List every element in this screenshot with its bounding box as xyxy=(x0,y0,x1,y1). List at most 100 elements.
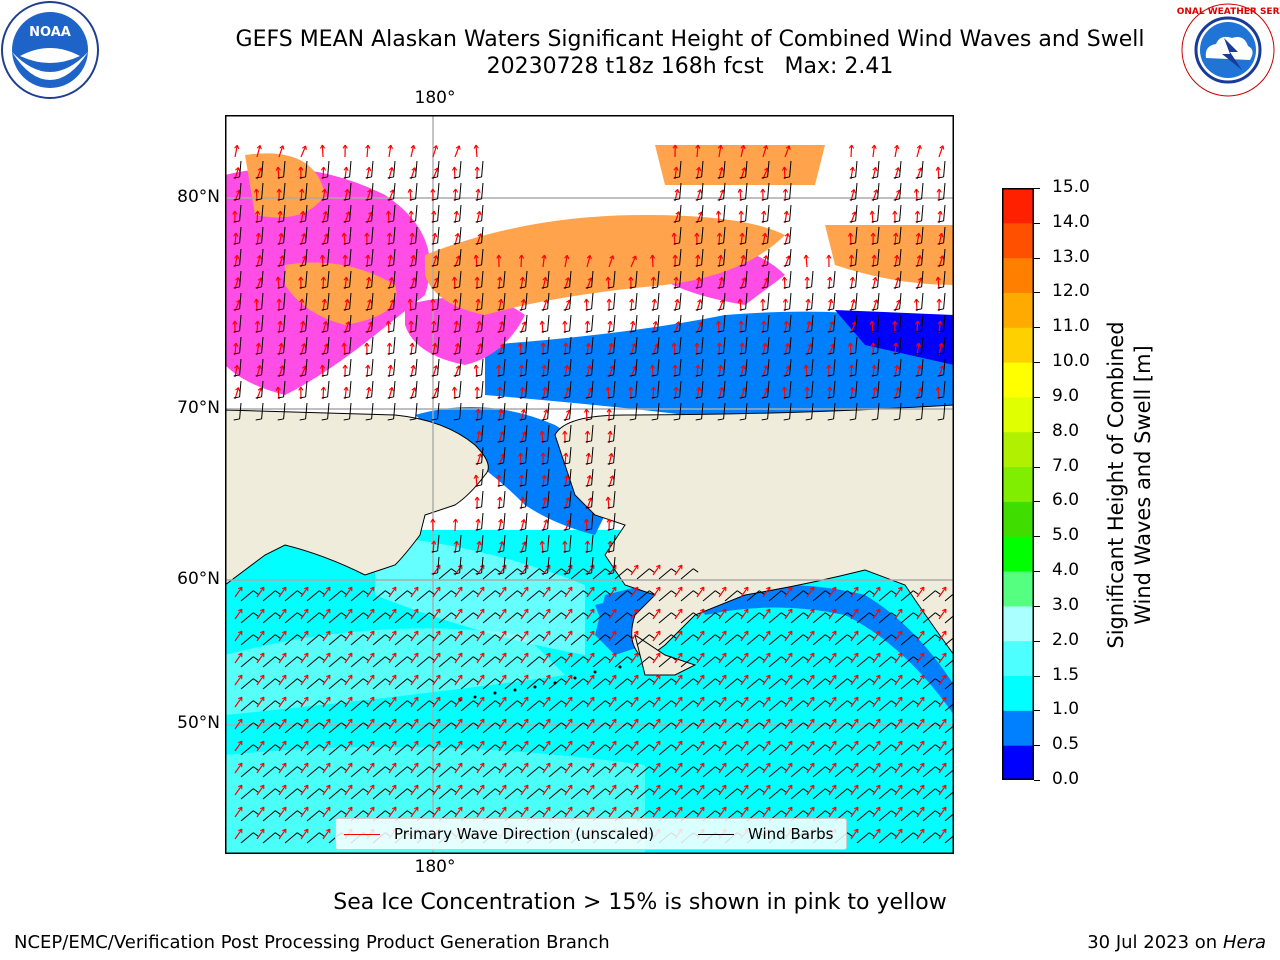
wave-arrow-head xyxy=(677,784,683,790)
wave-arrow xyxy=(608,718,617,730)
wave-arrow xyxy=(872,718,881,730)
wave-arrow xyxy=(783,386,786,400)
wind-barb xyxy=(614,744,633,756)
wave-arrow xyxy=(938,674,947,686)
wind-barb xyxy=(607,490,616,509)
wind-barb xyxy=(299,402,308,421)
wave-arrow xyxy=(388,342,391,356)
wave-arrow xyxy=(916,608,925,620)
wind-barb xyxy=(548,568,567,580)
wave-arrow xyxy=(410,784,419,796)
wind-barb xyxy=(475,336,484,355)
wave-arrow-head xyxy=(870,342,876,347)
wind-barb xyxy=(563,468,572,487)
wave-arrow-head xyxy=(322,211,328,216)
wave-arrow xyxy=(784,806,793,818)
wave-arrow xyxy=(476,740,485,752)
wave-arrow-head xyxy=(941,762,947,768)
wave-arrow-head xyxy=(479,784,485,790)
wave-arrow-head xyxy=(919,740,925,746)
wave-arrow xyxy=(718,652,727,664)
wave-arrow-head xyxy=(519,496,525,502)
wave-arrow-head xyxy=(919,630,925,636)
wind-barb xyxy=(255,204,264,223)
wave-arrow-head xyxy=(498,518,504,524)
wind-barb xyxy=(526,722,545,734)
wave-arrow xyxy=(387,320,390,334)
wind-barb xyxy=(475,424,484,443)
wind-barb xyxy=(746,590,765,602)
wave-arrow-head xyxy=(743,674,749,680)
wave-arrow xyxy=(498,740,507,752)
wave-arrow-head xyxy=(342,144,348,149)
wind-barb xyxy=(350,590,369,602)
colorbar-tick-label: 1.0 xyxy=(1052,699,1080,720)
wind-barb xyxy=(768,678,787,690)
wave-arrow xyxy=(718,674,727,686)
wave-arrow xyxy=(344,189,349,202)
wind-barb xyxy=(680,700,699,712)
wave-arrow xyxy=(806,740,815,752)
wave-arrow-head xyxy=(497,386,503,391)
wave-arrow-head xyxy=(413,608,419,614)
wave-arrow-head xyxy=(631,343,637,348)
wave-arrow-head xyxy=(853,586,859,592)
wave-arrow-head xyxy=(275,276,281,281)
wave-arrow xyxy=(740,145,745,158)
wave-arrow-head xyxy=(545,674,551,680)
colorbar-tick-mark xyxy=(1034,501,1040,503)
wave-arrow xyxy=(938,255,944,268)
wind-barb xyxy=(827,336,836,355)
wave-arrow xyxy=(321,254,324,268)
wind-barb xyxy=(790,744,809,756)
wave-arrow xyxy=(476,211,481,224)
wave-arrow-head xyxy=(721,784,727,790)
wind-barb xyxy=(526,634,545,646)
wave-arrow xyxy=(322,828,331,840)
wind-barb xyxy=(394,656,413,668)
wave-arrow-head xyxy=(611,652,617,658)
wave-arrow-head xyxy=(347,806,353,812)
wave-arrow-head xyxy=(567,674,573,680)
colorbar-tick-label: 2.0 xyxy=(1052,629,1080,650)
wind-barb xyxy=(629,336,638,355)
wave-arrow xyxy=(564,696,573,708)
wind-barb xyxy=(695,182,704,201)
wave-arrow-head xyxy=(763,255,769,260)
wave-arrow xyxy=(674,387,678,400)
wave-arrow-head xyxy=(633,784,639,790)
wind-barb xyxy=(717,248,726,267)
wind-barb xyxy=(453,402,462,421)
wave-arrow xyxy=(520,806,529,818)
wave-arrow-head xyxy=(281,762,287,768)
wave-arrow xyxy=(696,784,705,796)
wind-barb xyxy=(387,380,396,399)
wave-arrow xyxy=(674,321,680,334)
wave-arrow-head xyxy=(457,652,463,658)
wave-arrow-head xyxy=(875,762,881,768)
wave-arrow-head xyxy=(782,188,789,193)
wind-barb xyxy=(607,534,616,553)
wind-barb xyxy=(541,336,550,355)
wave-arrow-head xyxy=(432,342,438,348)
colorbar-segment xyxy=(1002,257,1034,293)
wind-barb xyxy=(585,314,594,333)
wave-arrow xyxy=(630,718,639,730)
wave-arrow xyxy=(630,298,633,312)
wave-arrow xyxy=(828,321,834,334)
wind-barb xyxy=(350,634,369,646)
wind-barb xyxy=(937,402,946,421)
wind-barb xyxy=(563,402,572,421)
wind-barb xyxy=(695,314,704,333)
wave-arrow-head xyxy=(673,276,679,281)
wave-arrow xyxy=(388,784,397,796)
wave-arrow xyxy=(300,652,309,664)
colorbar-segment xyxy=(1002,745,1034,780)
wave-arrow-head xyxy=(715,210,722,215)
wave-arrow xyxy=(894,762,903,774)
wind-barb xyxy=(350,700,369,712)
wind-barb xyxy=(658,634,677,646)
wave-arrow-head xyxy=(671,342,677,347)
wave-arrow xyxy=(586,430,589,444)
wave-arrow xyxy=(520,762,529,774)
